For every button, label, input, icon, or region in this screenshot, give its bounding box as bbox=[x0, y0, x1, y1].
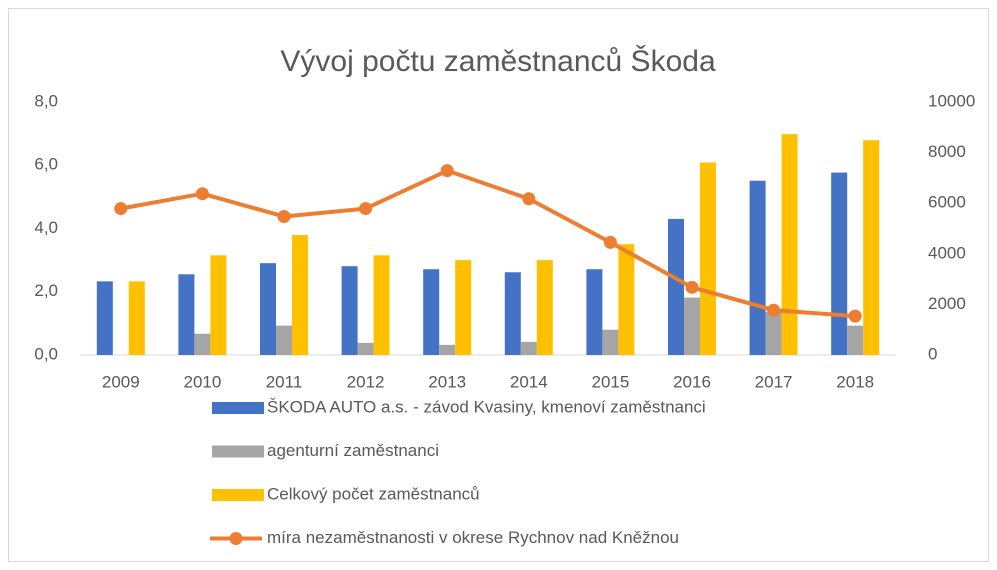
y-tick-label: 2,0 bbox=[34, 281, 58, 300]
legend-label: agenturní zaměstnanci bbox=[267, 441, 439, 460]
x-tick-label: 2015 bbox=[591, 372, 629, 391]
y2-tick-label: 4000 bbox=[928, 243, 966, 262]
legend-label: míra nezaměstnanosti v okrese Rychnov na… bbox=[267, 528, 679, 547]
bar bbox=[700, 162, 716, 355]
bar bbox=[128, 281, 145, 355]
y2-tick-label: 10000 bbox=[928, 91, 975, 110]
bar bbox=[831, 172, 848, 355]
bar bbox=[276, 325, 292, 355]
x-tick-label: 2009 bbox=[102, 372, 140, 391]
x-tick-label: 2014 bbox=[510, 372, 548, 391]
line-marker bbox=[195, 187, 209, 201]
y2-tick-label: 6000 bbox=[928, 193, 966, 212]
line-marker bbox=[603, 235, 617, 249]
bar bbox=[781, 134, 798, 355]
line-marker bbox=[359, 202, 373, 216]
bar bbox=[536, 260, 553, 355]
bar bbox=[749, 180, 766, 355]
legend-label: ŠKODA AUTO a.s. - závod Kvasiny, kmenoví… bbox=[267, 397, 706, 416]
chart-border bbox=[8, 8, 989, 562]
y-tick-label: 8,0 bbox=[34, 91, 58, 110]
line-marker bbox=[767, 303, 781, 317]
bar bbox=[847, 325, 864, 355]
x-tick-label: 2012 bbox=[347, 372, 385, 391]
bar bbox=[439, 344, 456, 355]
bar bbox=[455, 260, 472, 355]
y2-tick-label: 8000 bbox=[928, 142, 966, 161]
bar bbox=[602, 329, 619, 355]
y2-tick-label: 0 bbox=[928, 344, 937, 363]
x-tick-label: 2010 bbox=[183, 372, 221, 391]
x-tick-label: 2017 bbox=[755, 372, 793, 391]
bar bbox=[520, 341, 537, 355]
bar bbox=[260, 263, 276, 355]
bar bbox=[210, 255, 227, 355]
bar bbox=[504, 272, 521, 355]
line-marker bbox=[522, 192, 536, 206]
x-tick-label: 2011 bbox=[266, 372, 303, 391]
bar bbox=[341, 266, 358, 355]
bar bbox=[178, 274, 195, 355]
bar bbox=[668, 218, 684, 355]
line-marker bbox=[114, 202, 128, 216]
bar bbox=[765, 311, 782, 355]
bar bbox=[586, 269, 603, 355]
legend-label: Celkový počet zaměstnanců bbox=[267, 484, 480, 503]
legend-swatch bbox=[212, 402, 264, 414]
line-marker bbox=[848, 309, 862, 323]
bar bbox=[423, 269, 440, 355]
bar bbox=[373, 255, 390, 355]
x-tick-label: 2016 bbox=[673, 372, 711, 391]
line-marker bbox=[277, 209, 291, 223]
line-marker bbox=[685, 280, 699, 294]
legend-swatch bbox=[212, 489, 264, 501]
legend-swatch bbox=[212, 445, 264, 458]
bar bbox=[194, 333, 211, 355]
y2-tick-label: 2000 bbox=[928, 294, 966, 313]
line-marker bbox=[440, 164, 454, 178]
y-tick-label: 4,0 bbox=[34, 218, 58, 237]
bar bbox=[684, 297, 700, 355]
bar bbox=[618, 244, 635, 355]
x-tick-label: 2018 bbox=[836, 372, 874, 391]
legend-swatch-marker bbox=[229, 532, 243, 545]
y-tick-label: 0,0 bbox=[34, 344, 58, 363]
bar bbox=[292, 235, 308, 355]
bar bbox=[863, 140, 880, 355]
chart-title: Vývoj počtu zaměstnanců Škoda bbox=[280, 44, 716, 78]
y-tick-label: 6,0 bbox=[34, 155, 58, 174]
bar bbox=[96, 281, 113, 355]
x-tick-label: 2013 bbox=[428, 372, 466, 391]
bar bbox=[357, 342, 374, 355]
line bbox=[120, 168, 856, 319]
